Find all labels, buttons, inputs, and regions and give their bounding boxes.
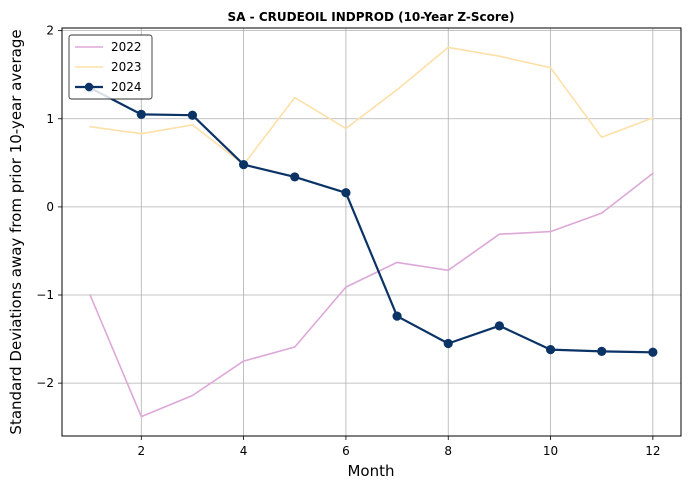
x-tick-label: 4	[240, 444, 248, 458]
y-axis-label: Standard Deviations away from prior 10-y…	[7, 29, 25, 434]
legend-label-2022: 2022	[111, 40, 142, 54]
y-tick-label: 1	[46, 112, 54, 126]
x-tick-label: 8	[444, 444, 452, 458]
series-line-2023	[89, 46, 654, 166]
series-line-2022	[89, 172, 654, 418]
data-point-2024	[341, 188, 351, 198]
legend-label-2023: 2023	[111, 60, 142, 74]
data-point-2024	[187, 110, 198, 120]
y-tick-label: −2	[36, 376, 54, 390]
legend-marker-2024	[84, 82, 94, 92]
y-tick-label: 0	[46, 200, 54, 214]
y-tick-label: 2	[46, 24, 54, 38]
data-point-2024	[494, 321, 504, 331]
data-point-2024	[136, 109, 146, 119]
series-line-2024	[88, 86, 655, 354]
plot-frame	[61, 27, 682, 437]
data-point-2024	[443, 338, 453, 349]
legend: 2022 2023 2024	[68, 34, 153, 100]
y-tick-label: −1	[36, 288, 54, 302]
x-tick-label: 6	[342, 444, 350, 458]
legend-label-2024: 2024	[111, 80, 142, 94]
data-point-2024	[290, 172, 300, 182]
x-tick-label: 2	[137, 444, 145, 458]
data-point-2024	[648, 347, 658, 357]
grid	[62, 28, 681, 436]
series-group	[85, 46, 658, 418]
chart-title: SA - CRUDEOIL INDPROD (10-Year Z-Score)	[228, 10, 515, 24]
data-point-2024	[545, 345, 556, 355]
data-point-2024	[392, 311, 402, 321]
x-tick-label: 12	[645, 444, 660, 458]
data-point-2024	[239, 159, 249, 170]
data-point-2024	[597, 346, 607, 357]
x-axis-label: Month	[347, 462, 394, 480]
x-tick-label: 10	[543, 444, 558, 458]
